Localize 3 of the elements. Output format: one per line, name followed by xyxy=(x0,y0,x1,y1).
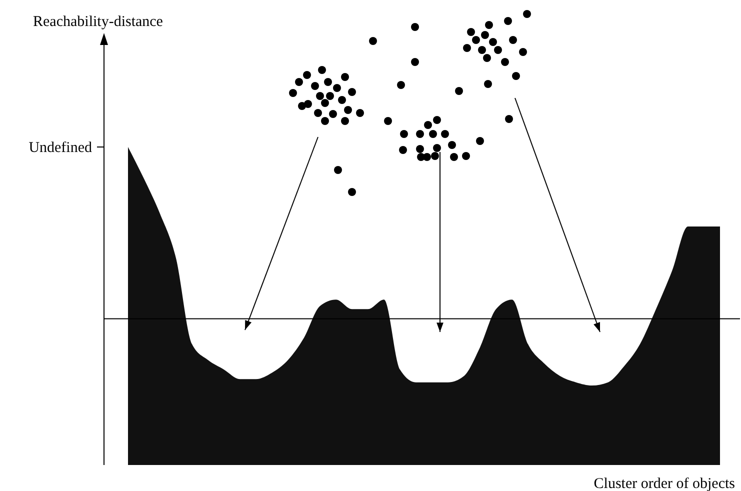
text: Undefined xyxy=(28,140,92,156)
x-axis-title: Cluster order of objects xyxy=(594,476,736,491)
text: Reachability-distance xyxy=(33,14,164,30)
